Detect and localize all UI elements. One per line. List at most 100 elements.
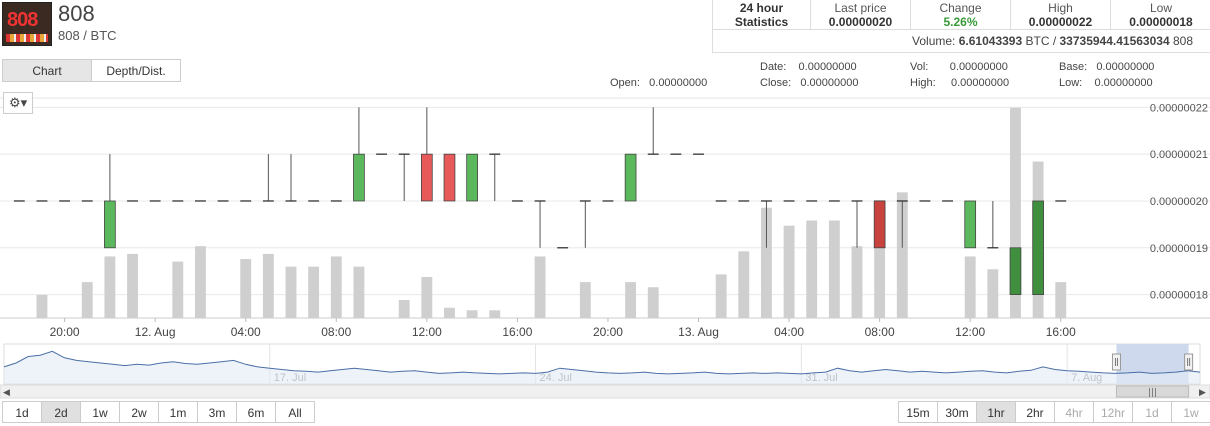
volume-bar — [987, 269, 999, 318]
close-value: 0.00000000 — [800, 77, 859, 89]
volume-bar — [738, 251, 750, 318]
volume-bar — [421, 276, 433, 318]
x-tick-label: 12:00 — [412, 325, 442, 339]
scrollbar-grip: ||| — [1148, 388, 1157, 398]
volume-token: 33735944.41563034 — [1059, 34, 1170, 48]
x-tick-label: 20:00 — [593, 325, 623, 339]
x-tick-label: 08:00 — [321, 325, 351, 339]
volume-bar — [715, 274, 727, 318]
navigator-handle[interactable] — [1184, 353, 1194, 371]
price-chart[interactable]: 0.00000022 0.00000021 0.00000020 0.00000019… — [0, 0, 1210, 400]
x-tick-label: 12:00 — [955, 325, 985, 339]
interval-button-4hr[interactable]: 4hr — [1054, 401, 1094, 423]
volume-bar — [896, 192, 908, 318]
info-close: Close: 0.00000000 — [760, 77, 858, 89]
pair-subtitle: 808 / BTC — [58, 28, 117, 43]
interval-button-1d[interactable]: 1d — [1132, 401, 1172, 423]
high-label: High — [1048, 1, 1073, 15]
date-value: 0.00000000 — [798, 61, 857, 73]
interval-button-1w[interactable]: 1w — [1171, 401, 1210, 423]
gear-icon: ⚙▾ — [9, 95, 28, 110]
low-label: Low — [1149, 1, 1172, 15]
change-value: 5.26% — [943, 15, 978, 29]
x-tick-label: 20:00 — [50, 325, 80, 339]
scrollbar-thumb[interactable] — [1115, 385, 1190, 398]
last-price-label: Last price — [834, 1, 887, 15]
high-info-value: 0.00000000 — [950, 77, 1010, 89]
volume-bar — [964, 256, 976, 318]
volume-bar — [625, 282, 637, 318]
candle-down — [443, 153, 456, 202]
candle-up — [353, 153, 365, 202]
x-tick-label: 04:00 — [774, 325, 804, 339]
range-button-All[interactable]: All — [275, 401, 315, 423]
high-cell: High 0.00000022 — [1011, 0, 1111, 30]
y-tick-label: 0.00000020 — [1150, 196, 1208, 208]
info-open: Open: 0.00000000 — [610, 77, 707, 89]
navigator-handle[interactable] — [1111, 353, 1121, 371]
volume-line: Volume: 6.61043393 BTC / 33735944.415630… — [713, 34, 1210, 48]
range-button-3m[interactable]: 3m — [197, 401, 237, 423]
stats-panel: 24 hour Statistics Last price 0.00000020… — [712, 0, 1210, 53]
low-info-label: Low: — [1059, 77, 1083, 89]
x-tick-label: 04:00 — [231, 325, 261, 339]
open-label: Open: — [610, 77, 640, 89]
volume-token-unit: 808 — [1172, 34, 1193, 48]
range-button-2w[interactable]: 2w — [119, 401, 159, 423]
pair-title: 808 — [58, 1, 95, 26]
info-high: High: 0.00000000 — [910, 77, 1009, 89]
y-tick-label: 0.00000022 — [1150, 102, 1208, 114]
volume-bar — [647, 287, 659, 318]
vol-label: Vol: — [910, 61, 929, 73]
range-button-1w[interactable]: 1w — [80, 401, 120, 423]
volume-btc: 6.61043393 — [958, 34, 1023, 48]
volume-bar — [330, 256, 342, 318]
volume-bar — [828, 220, 840, 318]
interval-button-2hr[interactable]: 2hr — [1015, 401, 1055, 423]
range-button-1d[interactable]: 1d — [2, 401, 42, 423]
last-price-value: 0.00000020 — [828, 15, 893, 29]
info-base: Base: 0.00000000 — [1059, 61, 1154, 73]
volume-bar — [534, 256, 546, 318]
high-info-label: High: — [910, 77, 936, 89]
volume-bar — [308, 266, 320, 318]
vol-value: 0.00000000 — [949, 61, 1008, 73]
candle-up — [1009, 247, 1022, 295]
y-tick-label: 0.00000019 — [1150, 243, 1208, 255]
volume-bar — [444, 307, 455, 318]
tab-depth[interactable]: Depth/Dist. — [91, 59, 181, 82]
interval-button-30m[interactable]: 30m — [937, 401, 977, 423]
volume-bar — [874, 200, 886, 318]
change-cell: Change 5.26% — [911, 0, 1011, 30]
candle-up — [964, 200, 977, 249]
candle-up — [104, 200, 116, 249]
scroll-right-arrow-icon[interactable]: ▶ — [1199, 388, 1206, 398]
volume-bar — [240, 259, 252, 318]
interval-button-1hr[interactable]: 1hr — [976, 401, 1016, 423]
scroll-left-arrow-icon[interactable]: ◀ — [3, 388, 10, 398]
interval-button-12hr[interactable]: 12hr — [1093, 401, 1133, 423]
volume-bar — [285, 266, 297, 318]
x-tick-label: 12. Aug — [135, 325, 176, 339]
range-button-1m[interactable]: 1m — [158, 401, 198, 423]
volume-bar — [466, 310, 478, 318]
range-button-2d[interactable]: 2d — [41, 401, 81, 423]
volume-bar — [489, 310, 501, 318]
volume-bar — [398, 300, 410, 318]
volume-bar — [1010, 107, 1021, 318]
info-low: Low: 0.00000000 — [1059, 77, 1153, 89]
tab-chart[interactable]: Chart — [2, 59, 92, 82]
change-label: Change — [939, 1, 982, 15]
candle-down — [873, 200, 886, 249]
volume-bar — [783, 225, 795, 318]
range-button-6m[interactable]: 6m — [236, 401, 276, 423]
chart-settings-button[interactable]: ⚙▾ — [3, 92, 33, 114]
x-tick-label: 16:00 — [502, 325, 532, 339]
volume-bar — [104, 256, 116, 318]
volume-prefix: Volume: — [912, 34, 956, 48]
interval-button-15m[interactable]: 15m — [898, 401, 938, 423]
volume-bar — [1055, 282, 1067, 318]
volume-bar — [127, 253, 138, 318]
x-tick-label: 08:00 — [865, 325, 895, 339]
volume-bar — [761, 207, 772, 318]
